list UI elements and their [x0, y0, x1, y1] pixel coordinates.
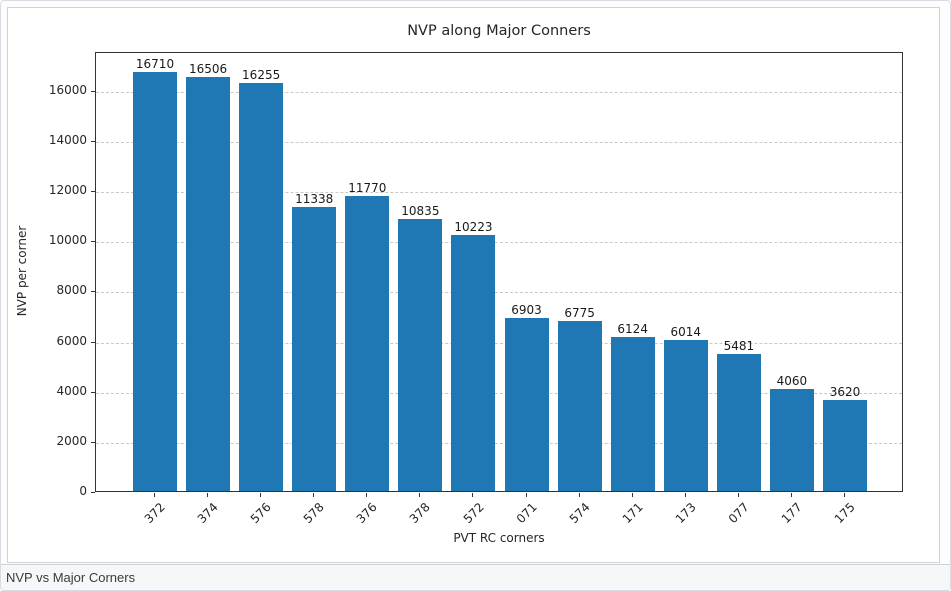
bar-value-label: 5481: [723, 338, 755, 353]
bar: [504, 317, 549, 491]
y-tick-mark: [91, 191, 95, 193]
x-axis-title: PVT RC corners: [453, 531, 545, 545]
y-tick-mark: [91, 140, 95, 142]
y-tick-mark: [91, 241, 95, 243]
x-tick-label-text: 177: [778, 500, 805, 527]
bar-value-label: 16710: [135, 56, 175, 71]
x-tick-label-text: 173: [672, 500, 699, 527]
bar: [398, 219, 443, 491]
y-axis-title: NVP per corner: [15, 225, 29, 317]
x-tick-mark: [631, 493, 633, 497]
y-tick-label: 4000: [56, 383, 87, 398]
x-tick-mark: [313, 493, 315, 497]
bar-value-label: 6903: [511, 302, 542, 317]
x-tick-mark: [419, 493, 421, 497]
y-tick-mark: [91, 391, 95, 393]
x-tick-label-text: 376: [354, 500, 381, 527]
gridline: [96, 192, 902, 194]
y-tick-label: 16000: [48, 82, 87, 97]
x-tick-mark: [684, 493, 686, 497]
y-tick-label: 10000: [48, 233, 87, 248]
y-tick-label: 2000: [56, 433, 87, 448]
x-tick-mark: [472, 493, 474, 497]
x-tick-mark: [260, 493, 262, 497]
x-tick-label-text: 578: [301, 500, 328, 527]
x-tick-label-text: 378: [407, 500, 434, 527]
y-tick-mark: [91, 341, 95, 343]
bar: [133, 71, 177, 491]
x-tick-label-text: 372: [141, 500, 168, 527]
gridline: [96, 342, 902, 344]
bar-value-label: 10835: [401, 204, 440, 219]
y-tick-mark: [91, 492, 95, 493]
gridline: [96, 392, 902, 394]
y-tick-label: 14000: [48, 132, 87, 147]
bar: [769, 389, 814, 491]
x-tick-label-text: 071: [513, 500, 540, 527]
gridline: [96, 91, 902, 93]
y-tick-label: 6000: [56, 333, 87, 348]
x-tick-label-text: 574: [566, 500, 593, 527]
plot-area: 16710 16506 16255 11338 11770 10835 10223 6903 6…: [95, 52, 903, 492]
gridline: [96, 141, 902, 143]
x-tick-label-text: 572: [460, 500, 487, 527]
x-tick-label-text: 171: [619, 500, 646, 527]
gridline: [96, 442, 902, 444]
x-tick-mark: [154, 493, 155, 497]
gridline: [96, 242, 902, 244]
bar-value-label: 6014: [670, 325, 702, 340]
figure-canvas: NVP along Major Conners 16710 16506 16255 1…: [7, 7, 940, 563]
x-tick-mark: [525, 493, 527, 497]
gridline: [96, 292, 902, 294]
bar-value-label: 6124: [617, 322, 648, 337]
y-tick-mark: [91, 90, 95, 92]
bar: [292, 206, 337, 491]
x-tick-label-text: 374: [194, 500, 221, 527]
bar: [823, 400, 867, 491]
y-tick-mark: [91, 441, 95, 443]
bar: [663, 340, 708, 491]
bar: [186, 77, 231, 491]
bar: [557, 321, 602, 491]
bar-value-label: 3620: [829, 385, 861, 400]
x-tick-mark: [790, 493, 792, 497]
bar: [239, 83, 284, 491]
x-tick-mark: [366, 493, 368, 497]
bar: [451, 234, 496, 491]
y-tick-mark: [91, 291, 95, 293]
bar-value-label: 6775: [564, 306, 595, 321]
y-tick-label: 12000: [48, 183, 87, 198]
bar: [716, 353, 761, 491]
bar-value-label: 16506: [188, 62, 228, 77]
x-tick-mark: [207, 493, 209, 497]
x-tick-mark: [578, 493, 580, 497]
bar-value-label: 4060: [776, 374, 808, 389]
bar-value-label: 16255: [242, 68, 281, 83]
status-bar-text: NVP vs Major Corners: [6, 570, 136, 585]
bar: [610, 337, 655, 491]
y-tick-label: 8000: [56, 283, 87, 298]
x-tick-label-text: 077: [725, 500, 752, 527]
bar-value-label: 11338: [295, 191, 334, 206]
chart-title: NVP along Major Conners: [407, 23, 591, 39]
x-tick-mark: [844, 493, 845, 497]
x-tick-label-text: 576: [247, 500, 275, 527]
x-tick-mark: [737, 493, 739, 497]
bar: [345, 195, 390, 491]
status-bar: NVP vs Major Corners: [1, 564, 950, 590]
x-tick-label-text: 175: [831, 500, 858, 527]
y-tick-label: 0: [79, 484, 87, 498]
bar-value-label: 11770: [348, 180, 387, 195]
bar-value-label: 10223: [454, 219, 493, 234]
